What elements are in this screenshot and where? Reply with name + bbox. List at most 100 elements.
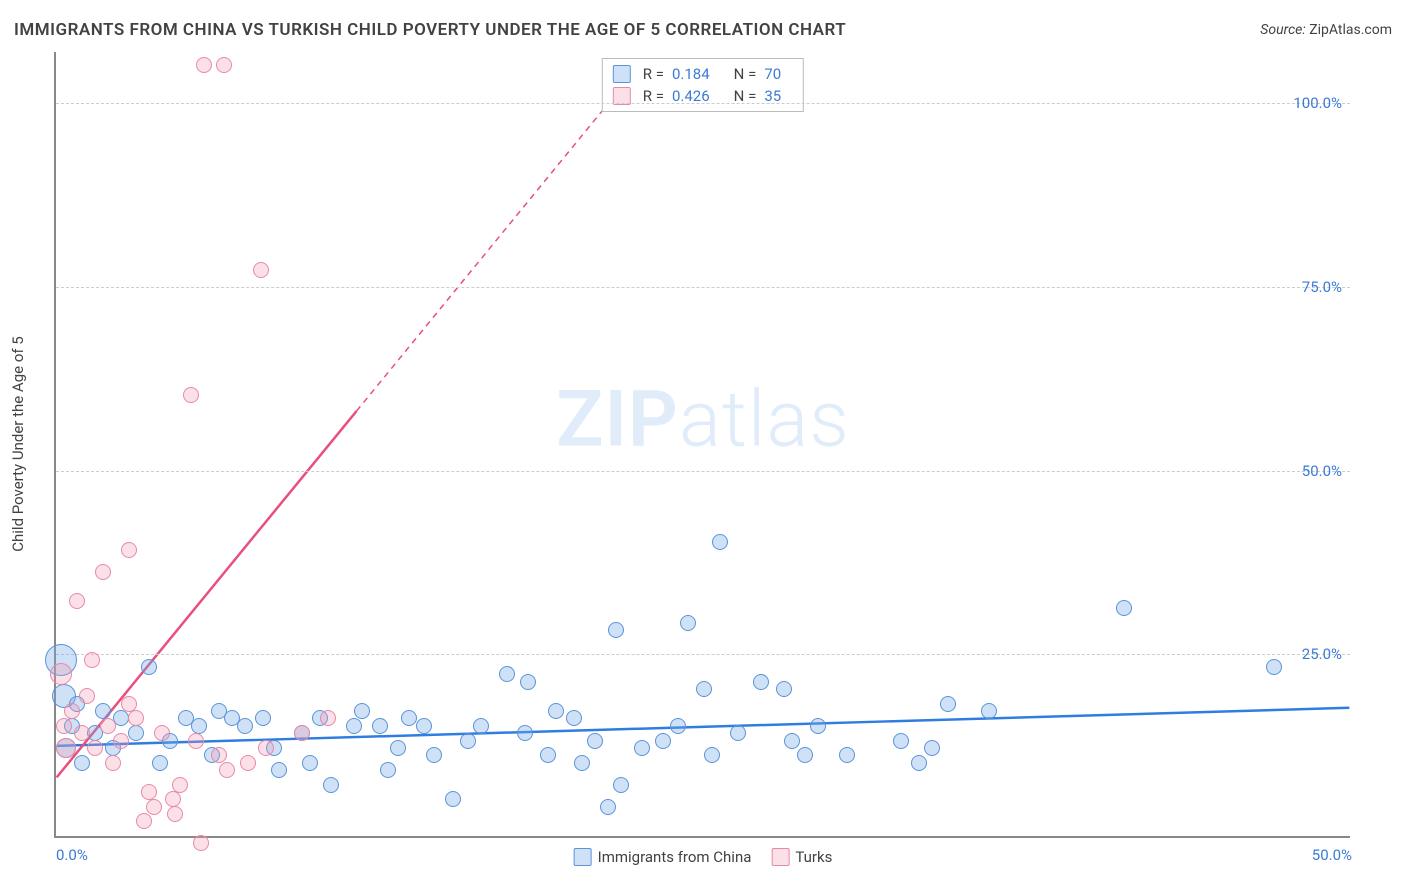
data-point-china <box>499 666 515 682</box>
data-point-china <box>426 747 442 763</box>
data-point-china <box>784 733 800 749</box>
data-point-china <box>655 733 671 749</box>
data-point-china <box>712 534 728 550</box>
data-point-china <box>128 725 144 741</box>
data-point-turks <box>128 710 144 726</box>
data-point-china <box>354 703 370 719</box>
data-point-turks <box>253 262 269 278</box>
data-point-turks <box>50 663 72 685</box>
trend-lines <box>56 52 1350 836</box>
data-point-turks <box>183 387 199 403</box>
scatter-chart: Child Poverty Under the Age of 5 ZIPatla… <box>54 52 1350 838</box>
data-point-china <box>1116 600 1132 616</box>
data-point-china <box>191 718 207 734</box>
data-point-china <box>670 718 686 734</box>
data-point-turks <box>105 755 121 771</box>
series-legend: Immigrants from China Turks <box>574 848 833 866</box>
data-point-china <box>730 725 746 741</box>
data-point-china <box>600 799 616 815</box>
data-point-china <box>380 762 396 778</box>
n-label: N = <box>734 65 757 83</box>
data-point-china <box>237 718 253 734</box>
data-point-turks <box>167 806 183 822</box>
data-point-china <box>255 710 271 726</box>
data-point-turks <box>113 733 129 749</box>
source-value: ZipAtlas.com <box>1309 22 1392 38</box>
data-point-china <box>566 710 582 726</box>
data-point-turks <box>193 835 209 851</box>
source-label: Source: <box>1260 22 1305 38</box>
data-point-turks <box>219 762 235 778</box>
gridline <box>56 103 1350 104</box>
legend-swatch-china <box>574 848 592 866</box>
data-point-turks <box>56 738 76 758</box>
data-point-turks <box>211 747 227 763</box>
data-point-china <box>372 718 388 734</box>
chart-header: IMMIGRANTS FROM CHINA VS TURKISH CHILD P… <box>14 20 1392 40</box>
data-point-turks <box>69 593 85 609</box>
data-point-china <box>416 718 432 734</box>
data-point-turks <box>87 740 103 756</box>
swatch-china <box>613 65 631 83</box>
ytick-label: 50.0% <box>1302 462 1342 480</box>
data-point-china <box>517 725 533 741</box>
data-point-china <box>704 747 720 763</box>
data-point-china <box>574 755 590 771</box>
data-point-china <box>940 696 956 712</box>
data-point-china <box>587 733 603 749</box>
gridline <box>56 287 1350 288</box>
data-point-china <box>1266 659 1282 675</box>
data-point-china <box>346 718 362 734</box>
data-point-turks <box>216 57 232 73</box>
xtick-label: 0.0% <box>56 846 88 864</box>
data-point-china <box>74 755 90 771</box>
data-point-china <box>753 674 769 690</box>
data-point-turks <box>121 696 137 712</box>
data-point-turks <box>56 718 72 734</box>
data-point-china <box>634 740 650 756</box>
data-point-turks <box>95 564 111 580</box>
data-point-china <box>893 733 909 749</box>
data-point-turks <box>258 740 274 756</box>
data-point-china <box>776 681 792 697</box>
data-point-china <box>390 740 406 756</box>
data-point-china <box>401 710 417 726</box>
data-point-china <box>473 718 489 734</box>
data-point-china <box>302 755 318 771</box>
n-value-turks: 35 <box>764 87 781 105</box>
data-point-china <box>839 747 855 763</box>
data-point-turks <box>294 725 310 741</box>
ytick-label: 75.0% <box>1302 278 1342 296</box>
legend-swatch-turks <box>771 848 789 866</box>
r-value-china: 0.184 <box>672 65 710 83</box>
legend-item-turks: Turks <box>771 848 832 866</box>
data-point-china <box>520 674 536 690</box>
data-point-turks <box>240 755 256 771</box>
data-point-turks <box>64 703 80 719</box>
data-point-china <box>95 703 111 719</box>
gridline <box>56 471 1350 472</box>
data-point-turks <box>188 733 204 749</box>
r-value-turks: 0.426 <box>672 87 710 105</box>
data-point-china <box>981 703 997 719</box>
legend-item-china: Immigrants from China <box>574 848 752 866</box>
data-point-china <box>797 747 813 763</box>
ytick-label: 25.0% <box>1302 645 1342 663</box>
chart-title: IMMIGRANTS FROM CHINA VS TURKISH CHILD P… <box>14 20 846 40</box>
y-axis-title: Child Poverty Under the Age of 5 <box>9 336 27 552</box>
gridline <box>56 654 1350 655</box>
stats-row-china: R = 0.184 N = 70 <box>613 63 793 85</box>
data-point-turks <box>79 688 95 704</box>
data-point-china <box>141 659 157 675</box>
data-point-china <box>152 755 168 771</box>
data-point-china <box>445 791 461 807</box>
data-point-china <box>271 762 287 778</box>
data-point-turks <box>84 652 100 668</box>
ytick-label: 100.0% <box>1293 94 1342 112</box>
data-point-china <box>608 622 624 638</box>
data-point-turks <box>165 791 181 807</box>
data-point-china <box>680 615 696 631</box>
r-label: R = <box>643 87 664 105</box>
data-point-turks <box>121 542 137 558</box>
data-point-china <box>460 733 476 749</box>
